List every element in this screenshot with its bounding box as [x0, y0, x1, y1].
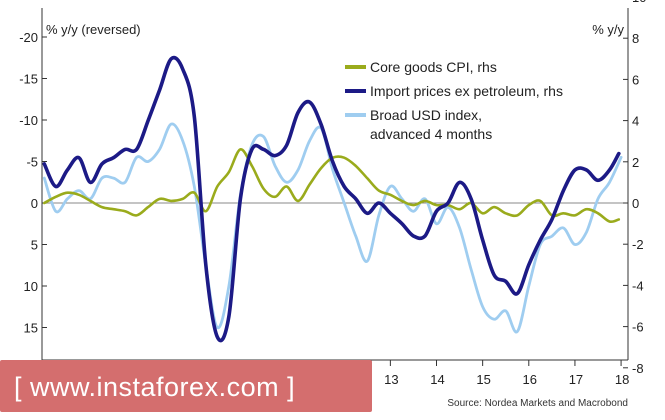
x-tick-label: 13: [384, 372, 398, 387]
legend-label-core-goods-cpi: Core goods CPI, rhs: [370, 59, 497, 75]
x-tick-label: 17: [569, 372, 583, 387]
ticks: -20-15-10-5051015201086420-2-4-6-8060708…: [19, 0, 646, 387]
right-tick-label: 8: [632, 31, 639, 46]
watermark-banner: [0, 360, 372, 412]
watermark: [ www.instaforex.com ]: [0, 360, 372, 412]
right-tick-label: 10: [632, 0, 646, 5]
x-tick-label: 16: [523, 372, 537, 387]
right-tick-label: -8: [632, 361, 644, 376]
legend-label-broad-usd-line1: Broad USD index,: [370, 107, 482, 123]
left-axis-label: % y/y (reversed): [46, 22, 141, 37]
x-tick-label: 18: [615, 372, 629, 387]
watermark-text: [ www.instaforex.com ]: [14, 372, 295, 402]
legend: Core goods CPI, rhs Import prices ex pet…: [345, 59, 563, 142]
right-axis-label: % y/y: [592, 22, 624, 37]
right-tick-label: 6: [632, 72, 639, 87]
legend-label-import-prices: Import prices ex petroleum, rhs: [370, 83, 563, 99]
left-tick-label: 15: [24, 321, 38, 336]
legend-label-broad-usd-line2: advanced 4 months: [370, 126, 492, 142]
left-tick-label: 0: [31, 196, 38, 211]
left-tick-label: 10: [24, 279, 38, 294]
series-line-broad-usd: [42, 122, 623, 334]
left-tick-label: 5: [31, 238, 38, 253]
x-tick-label: 14: [430, 372, 444, 387]
right-tick-label: 0: [632, 196, 639, 211]
left-tick-label: -20: [19, 30, 38, 45]
right-tick-label: 4: [632, 114, 639, 129]
source-note: Source: Nordea Markets and Macrobond: [447, 398, 628, 409]
series: [42, 55, 623, 343]
left-tick-label: -5: [26, 155, 38, 170]
right-tick-label: -2: [632, 237, 644, 252]
axes: [41, 8, 629, 361]
right-tick-label: -6: [632, 320, 644, 335]
left-tick-label: -15: [19, 72, 38, 87]
series-line-import-prices: [42, 55, 621, 343]
right-tick-label: -4: [632, 278, 644, 293]
right-tick-label: 2: [632, 155, 639, 170]
x-tick-label: 15: [476, 372, 490, 387]
left-tick-label: -10: [19, 113, 38, 128]
